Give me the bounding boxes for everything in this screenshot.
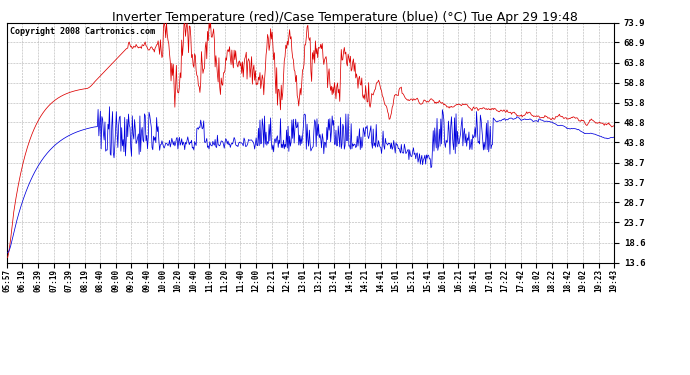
Text: Copyright 2008 Cartronics.com: Copyright 2008 Cartronics.com	[10, 27, 155, 36]
Text: Inverter Temperature (red)/Case Temperature (blue) (°C) Tue Apr 29 19:48: Inverter Temperature (red)/Case Temperat…	[112, 11, 578, 24]
